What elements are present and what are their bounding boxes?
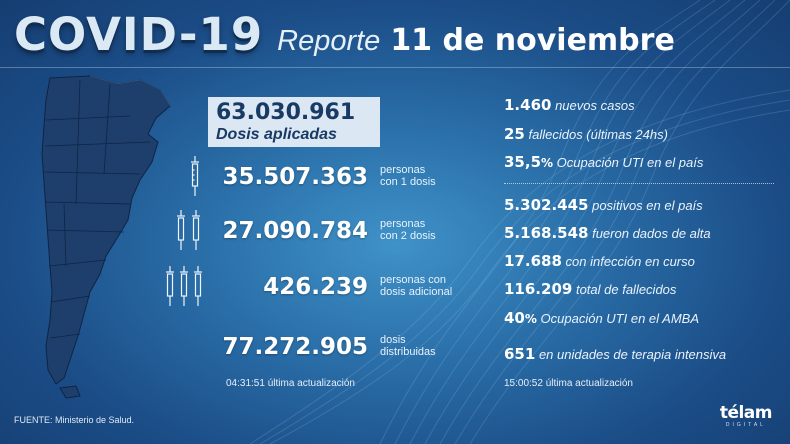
total-stat-active: 17.688 con infección en curso bbox=[504, 252, 695, 270]
distributed-doses-row: 77.272.905 dosis distribuidas bbox=[168, 326, 468, 370]
additional-dose-value: 426.239 bbox=[263, 274, 368, 300]
total-doses-label: Dosis aplicadas bbox=[216, 126, 337, 143]
two-doses-value: 27.090.784 bbox=[222, 218, 368, 244]
report-title: COVID-19 Reporte 11 de noviembre bbox=[14, 8, 675, 61]
distributed-doses-label: dosis distribuidas bbox=[380, 334, 436, 358]
source-note: FUENTE: Ministerio de Salud. bbox=[14, 415, 135, 425]
two-syringes-icon bbox=[177, 210, 200, 250]
syringe-icon bbox=[191, 156, 199, 196]
distributed-doses-value: 77.272.905 bbox=[222, 334, 368, 360]
vaccination-update-time: 04:31:51 última actualización bbox=[226, 378, 355, 389]
additional-dose-label: personas con dosis adicional bbox=[380, 274, 453, 298]
one-dose-value: 35.507.363 bbox=[222, 164, 368, 190]
total-stat-icu-amba: 40% Ocupación UTI en el AMBA bbox=[504, 309, 700, 327]
telam-logo: télam DIGITAL bbox=[719, 403, 773, 429]
daily-stat-deaths: 25 fallecidos (últimas 24hs) bbox=[504, 125, 668, 143]
total-doses-value: 63.030.961 bbox=[216, 100, 356, 125]
total-stat-positives: 5.302.445 positivos en el país bbox=[504, 196, 703, 214]
additional-dose-row: 426.239 personas con dosis adicional bbox=[166, 266, 468, 310]
title-date: 11 de noviembre bbox=[390, 23, 675, 58]
total-stat-icu-units: 651 en unidades de terapia intensiva bbox=[504, 345, 727, 363]
total-stat-deaths: 116.209 total de fallecidos bbox=[504, 280, 677, 298]
daily-stat-new-cases: 1.460 nuevos casos bbox=[504, 96, 635, 114]
one-dose-label: personas con 1 dosis bbox=[380, 164, 436, 188]
stats-divider bbox=[504, 183, 774, 184]
title-report-word: Reporte bbox=[277, 25, 381, 57]
one-dose-row: 35.507.363 personas con 1 dosis bbox=[168, 156, 468, 200]
header-divider bbox=[0, 67, 790, 68]
title-covid: COVID-19 bbox=[14, 8, 264, 61]
two-doses-row: 27.090.784 personas con 2 dosis bbox=[168, 210, 468, 254]
daily-stat-icu-country: 35,5% Ocupación UTI en el país bbox=[504, 153, 704, 171]
two-doses-label: personas con 2 dosis bbox=[380, 218, 436, 242]
three-syringes-icon bbox=[166, 266, 202, 306]
total-doses-box: 63.030.961 Dosis aplicadas bbox=[208, 97, 380, 147]
argentina-map-icon bbox=[41, 75, 171, 399]
cases-update-time: 15:00:52 última actualización bbox=[504, 378, 633, 389]
total-stat-recovered: 5.168.548 fueron dados de alta bbox=[504, 224, 711, 242]
